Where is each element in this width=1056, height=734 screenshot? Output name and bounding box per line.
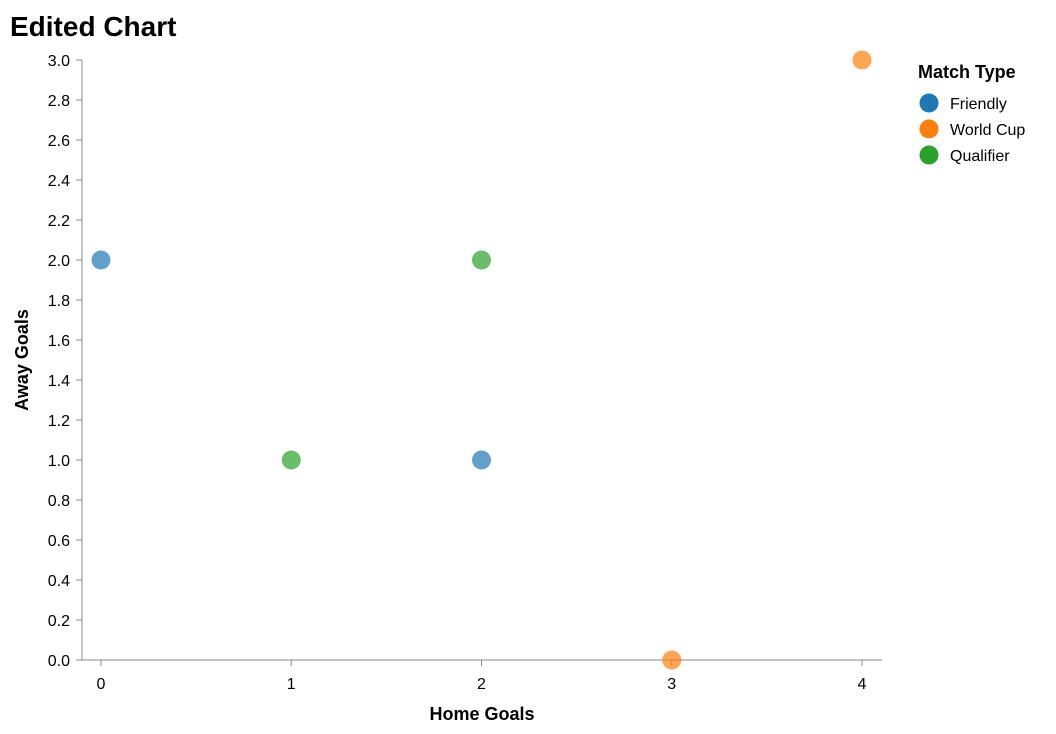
legend: Match Type Friendly World Cup Qualifier xyxy=(918,62,1025,165)
legend-swatch-world-cup xyxy=(919,119,939,139)
legend-swatch-friendly xyxy=(919,93,939,113)
x-axis-title: Home Goals xyxy=(429,704,534,724)
data-points xyxy=(91,50,872,670)
y-tick-label: 1.4 xyxy=(48,373,70,390)
data-point-qualifier xyxy=(472,250,491,270)
legend-label-friendly: Friendly xyxy=(950,96,1007,113)
x-axis-ticks: 0 1 2 3 4 xyxy=(97,660,867,693)
legend-items: Friendly World Cup Qualifier xyxy=(919,93,1025,165)
y-tick-label: 0.2 xyxy=(48,613,70,630)
data-point-friendly xyxy=(91,250,111,270)
y-tick-label: 1.6 xyxy=(48,333,70,350)
y-axis-title: Away Goals xyxy=(12,309,32,411)
y-tick-label: 0.6 xyxy=(48,533,70,550)
y-tick-label: 0.4 xyxy=(48,573,70,590)
y-tick-label: 0.8 xyxy=(48,493,70,510)
y-tick-label: 1.2 xyxy=(48,413,70,430)
legend-label-world-cup: World Cup xyxy=(950,122,1025,139)
y-tick-label: 2.8 xyxy=(48,93,70,110)
x-tick-label: 3 xyxy=(667,676,676,693)
y-tick-label: 2.6 xyxy=(48,133,70,150)
x-tick-label: 4 xyxy=(858,676,867,693)
y-tick-label: 0.0 xyxy=(48,653,70,670)
y-tick-label: 1.0 xyxy=(48,453,70,470)
legend-swatch-qualifier xyxy=(919,145,939,165)
x-tick-label: 0 xyxy=(97,676,106,693)
y-tick-label: 1.8 xyxy=(48,293,70,310)
data-point-qualifier xyxy=(281,450,301,470)
plot-area: 0.0 0.2 0.4 0.6 0.8 1.0 1.2 1.4 1.6 1.8 2.0 2.2 2.4 2… xyxy=(48,50,882,693)
legend-title: Match Type xyxy=(918,62,1016,82)
data-point-world-cup xyxy=(852,50,872,70)
x-tick-label: 1 xyxy=(287,676,296,693)
y-tick-label: 2.0 xyxy=(48,253,70,270)
x-tick-label: 2 xyxy=(477,676,486,693)
y-tick-label: 2.4 xyxy=(48,173,70,190)
y-axis-ticks: 0.0 0.2 0.4 0.6 0.8 1.0 1.2 1.4 1.6 1.8 2.0 2.2 2.4 2… xyxy=(48,53,82,670)
y-tick-label: 3.0 xyxy=(48,53,70,70)
y-tick-label: 2.2 xyxy=(48,213,70,230)
chart-title: Edited Chart xyxy=(10,11,176,42)
data-point-world-cup xyxy=(662,650,682,670)
data-point-friendly xyxy=(472,450,491,470)
legend-label-qualifier: Qualifier xyxy=(950,148,1010,165)
